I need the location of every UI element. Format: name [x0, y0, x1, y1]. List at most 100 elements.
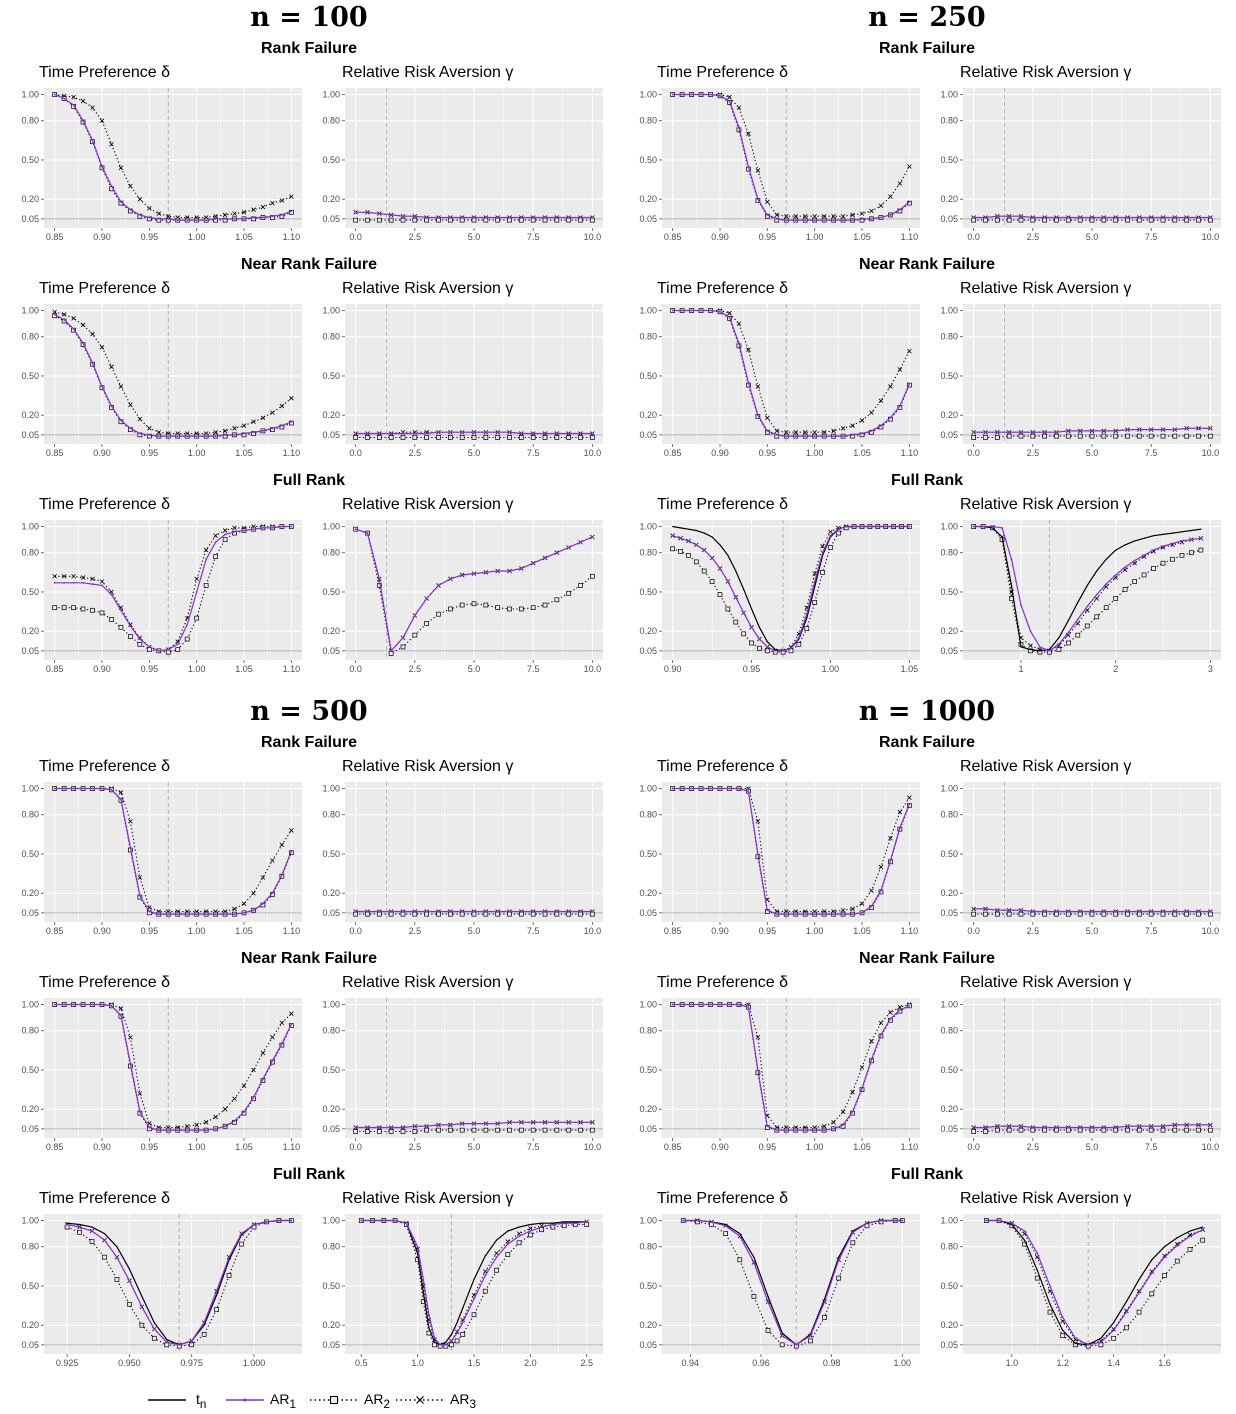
point-ar1: [719, 94, 721, 97]
series-line-ar3: [54, 311, 292, 435]
y-tick-label: 1.00: [940, 1216, 958, 1226]
point-ar1: [797, 636, 800, 639]
point-ar2: [1028, 648, 1033, 654]
plot-n-1000-near-rank-failure-delta: 0.05 0.20 0.50 0.80 1.00 0.85 0.90 0.95 1.00 1.05…: [639, 998, 920, 1152]
point-ar1: [496, 1122, 499, 1125]
x-tick-label: 7.5: [1145, 232, 1158, 242]
plot-n-100-rank-failure-delta: 0.05 0.20 0.50 0.80 1.00 0.85 0.90 0.95 1.00 1.05…: [21, 88, 302, 242]
point-ar3: [727, 310, 732, 316]
point-ar1: [1162, 216, 1164, 219]
point-ar1: [1162, 910, 1164, 913]
point-ar3: [279, 1020, 285, 1026]
series-line-ar1: [672, 309, 910, 437]
y-tick-label: 0.05: [940, 214, 958, 224]
point-ar1: [252, 528, 255, 531]
point-ar1: [555, 910, 558, 913]
point-ar3: [90, 331, 95, 337]
point-ar1: [1163, 1256, 1166, 1259]
point-ar2: [495, 435, 501, 440]
point-ar1: [785, 435, 788, 438]
point-tn: [1124, 544, 1126, 546]
y-tick-label: 0.80: [21, 548, 39, 558]
x-tick-label: 5.0: [1086, 448, 1099, 458]
plot-n-250-rank-failure-delta: 0.05 0.20 0.50 0.80 1.00 0.85 0.90 0.95 1.00 1.05…: [639, 88, 920, 242]
row-title-n-1000-full-rank: Full Rank: [890, 1166, 963, 1183]
x-tick-label: 0.0: [349, 664, 362, 674]
point-ar1: [972, 908, 975, 910]
point-ar1: [110, 1004, 113, 1007]
point-ar1: [148, 216, 151, 219]
point-ar1: [728, 787, 731, 790]
point-ar2: [1111, 1335, 1116, 1341]
point-ar3: [137, 196, 143, 202]
point-ar3: [118, 1006, 124, 1011]
x-tick-label: 2.5: [409, 1142, 422, 1152]
point-tn: [1162, 533, 1164, 535]
point-ar2: [709, 1222, 714, 1227]
y-tick-label: 0.80: [21, 810, 39, 820]
point-ar2: [554, 597, 560, 603]
point-ar2: [1179, 552, 1185, 558]
x-tick-label: 1.00: [188, 448, 206, 458]
point-ar1: [449, 910, 452, 913]
point-ar1: [1043, 910, 1046, 913]
point-ar2: [400, 217, 406, 223]
point-ar2: [518, 606, 524, 612]
y-tick-label: 0.50: [322, 155, 340, 165]
point-ar3: [727, 94, 732, 100]
point-ar2: [539, 1227, 544, 1233]
point-ar3: [232, 906, 237, 912]
point-ar2: [971, 1129, 977, 1134]
point-ar1: [484, 1122, 487, 1125]
point-ar1: [1010, 558, 1013, 561]
point-ar1: [532, 910, 535, 913]
point-ar1: [120, 609, 122, 612]
point-ar2: [459, 1127, 465, 1133]
point-ar3: [232, 426, 237, 431]
point-ar2: [412, 632, 418, 638]
point-ar3: [156, 211, 162, 216]
point-ar3: [61, 573, 67, 579]
point-ar2: [1122, 586, 1128, 592]
point-ar2: [1098, 1342, 1104, 1348]
point-ar1: [1043, 431, 1046, 434]
point-ar1: [892, 525, 895, 528]
point-ar2: [436, 217, 441, 223]
point-ar1: [794, 219, 797, 222]
plot-n-250-near-rank-failure-gamma: 0.05 0.20 0.50 0.80 1.00 0.0 2.5 5.0 7.5 10.0: [940, 304, 1221, 458]
point-ar3: [260, 204, 266, 210]
x-tick-label: 0.0: [967, 448, 980, 458]
point-ar1: [700, 93, 702, 96]
point-ar1: [91, 361, 94, 364]
plot-n-1000-rank-failure-delta: 0.05 0.20 0.50 0.80 1.00 0.85 0.90 0.95 1.00 1.05…: [639, 782, 920, 936]
x-tick-label: 0.90: [93, 448, 111, 458]
point-ar3: [71, 316, 76, 321]
point-ar1: [984, 431, 987, 434]
point-ar1: [1190, 538, 1193, 541]
y-tick-label: 0.80: [940, 810, 958, 820]
point-ar1: [148, 646, 151, 648]
point-ar2: [1030, 1127, 1036, 1133]
y-tick-label: 0.20: [639, 626, 657, 636]
point-ar2: [1103, 605, 1109, 611]
x-tick-label: 0.90: [711, 448, 729, 458]
point-ar1: [901, 1219, 904, 1222]
point-ar2: [1037, 649, 1043, 655]
point-ar1: [1125, 1311, 1128, 1314]
panel-title-n-1000-rank-failure-gamma: Relative Risk Aversion γ: [960, 758, 1132, 775]
point-ar1: [1057, 643, 1060, 646]
point-ar1: [574, 1222, 577, 1225]
point-ar2: [459, 602, 465, 608]
point-ar3: [270, 200, 275, 206]
point-ar1: [508, 431, 511, 434]
point-ar2: [566, 217, 572, 223]
point-ar1: [439, 1343, 442, 1346]
point-ar2: [1101, 433, 1107, 439]
x-tick-label: 0.90: [93, 232, 111, 242]
x-tick-label: 0.925: [56, 1358, 79, 1368]
point-ar1: [228, 1256, 230, 1259]
point-ar1: [1112, 1329, 1115, 1332]
point-tn: [422, 1291, 424, 1294]
point-tn: [703, 532, 705, 534]
point-ar1: [1185, 1124, 1188, 1126]
